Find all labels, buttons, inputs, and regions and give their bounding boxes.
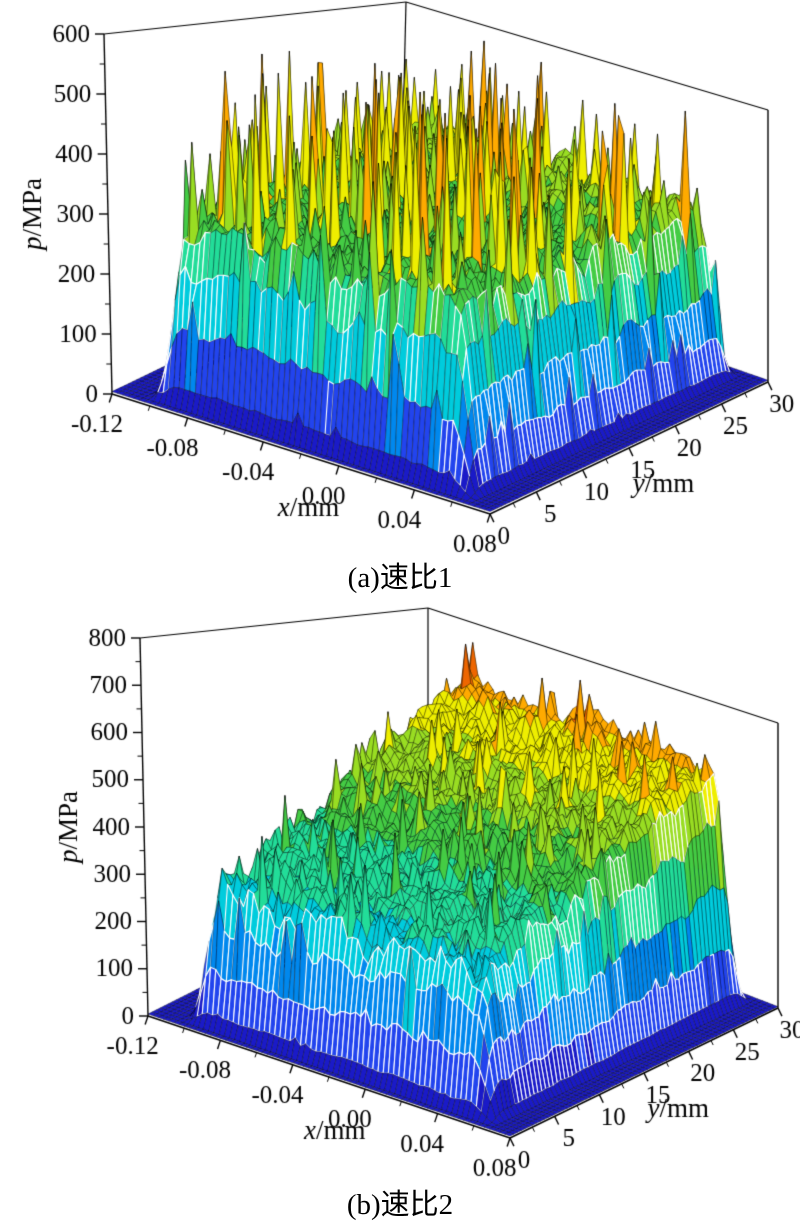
figure-b-caption: (b)速比2	[346, 1189, 454, 1221]
surface-plot-a	[0, 0, 800, 562]
figure-a-caption: (a)速比1	[347, 562, 453, 594]
figure-a: (a)速比1	[0, 0, 800, 594]
surface-plot-b	[0, 594, 800, 1190]
figure-b: (b)速比2	[0, 594, 800, 1220]
